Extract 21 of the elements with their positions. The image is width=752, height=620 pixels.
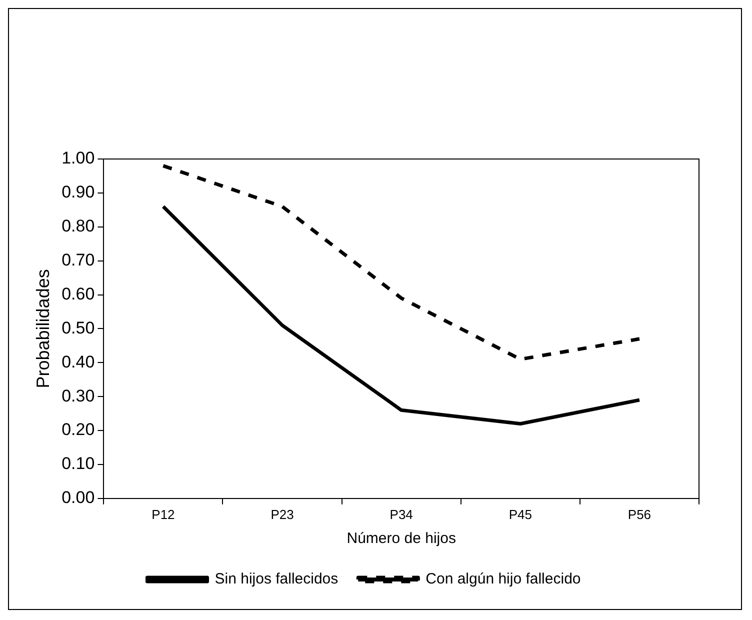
x-tick-label: P45 — [508, 506, 532, 522]
legend-label: Con algún hijo fallecido — [426, 570, 581, 588]
legend-label: Sin hijos fallecidos — [214, 570, 338, 588]
y-tick-label: 0.00 — [62, 488, 95, 508]
y-tick-label: 0.40 — [62, 352, 95, 372]
x-tick-label: P56 — [628, 506, 652, 522]
y-tick-label: 0.90 — [62, 182, 95, 202]
y-tick-label: 0.50 — [62, 318, 95, 338]
x-tick-label: P23 — [270, 506, 294, 522]
x-tick-label: P34 — [390, 506, 413, 522]
x-tick-label: P12 — [152, 506, 175, 522]
x-axis-title: Número de hijos — [346, 530, 456, 548]
y-tick-label: 0.60 — [62, 284, 95, 304]
y-tick-label: 0.70 — [62, 250, 95, 270]
y-tick-label: 0.30 — [62, 386, 95, 406]
y-tick-label: 1.00 — [62, 148, 95, 168]
line-series — [161, 164, 642, 361]
y-axis-title: Probabilidades — [32, 269, 53, 388]
y-tick-label: 0.20 — [62, 420, 95, 440]
y-tick-label: 0.80 — [62, 216, 95, 236]
y-tick-label: 0.10 — [62, 454, 95, 474]
